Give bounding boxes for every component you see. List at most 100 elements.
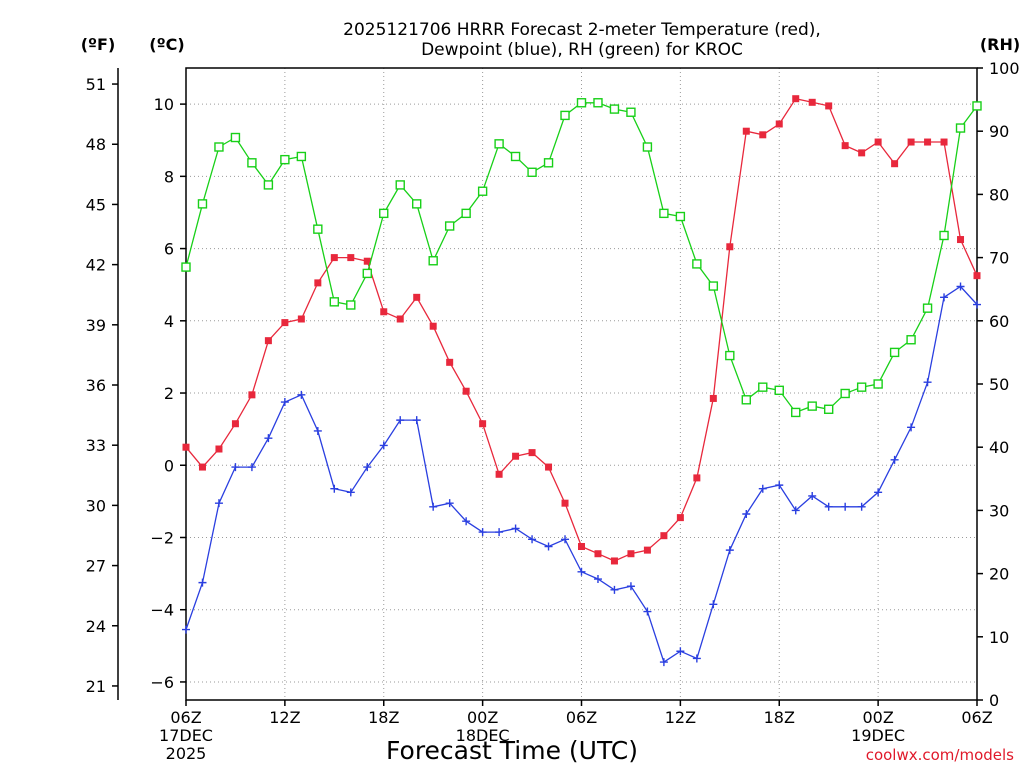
celsius-tick-label: −4 xyxy=(150,601,174,620)
fahrenheit-tick-label: 51 xyxy=(86,75,106,94)
temperature-point xyxy=(759,131,767,139)
rh-point xyxy=(313,224,323,234)
dewpoint-point xyxy=(857,502,866,511)
fahrenheit-tick-label: 27 xyxy=(86,557,106,576)
temperature-point xyxy=(314,279,322,287)
temperature-point xyxy=(742,127,750,135)
temperature-point xyxy=(792,95,800,103)
temperature-point xyxy=(281,319,289,327)
series-rh xyxy=(181,98,982,418)
fahrenheit-tick-label: 21 xyxy=(86,677,106,696)
rh-point xyxy=(362,268,372,279)
dewpoint-point xyxy=(742,510,751,519)
dewpoint-point xyxy=(544,542,553,551)
rh-point xyxy=(197,199,208,209)
temperature-point xyxy=(726,243,734,251)
temperature-point xyxy=(693,474,701,482)
dewpoint-point xyxy=(495,528,504,537)
dewpoint-point xyxy=(577,567,586,576)
rh-point xyxy=(807,401,817,411)
fahrenheit-tick-label: 30 xyxy=(86,496,106,515)
rh-tick-label: 10 xyxy=(989,628,1009,647)
x-tick-label: 00Z xyxy=(862,708,893,727)
dewpoint-point xyxy=(198,578,207,587)
x-date-label: 19DEC xyxy=(851,726,905,745)
rh-tick-label: 60 xyxy=(989,312,1009,331)
dewpoint-point xyxy=(346,488,355,497)
rh-point xyxy=(889,347,900,358)
dewpoint-point xyxy=(462,517,471,526)
temperature-point xyxy=(528,449,536,457)
dewpoint-point xyxy=(231,463,240,472)
temperature-point xyxy=(198,463,206,471)
celsius-unit-label: (ºC) xyxy=(149,35,184,54)
celsius-tick-label: −2 xyxy=(150,528,174,547)
dewpoint-point xyxy=(330,484,339,493)
temperature-point xyxy=(578,543,585,551)
celsius-tick-label: 6 xyxy=(164,240,174,259)
temperature-point xyxy=(248,391,256,399)
dewpoint-point xyxy=(923,378,932,387)
rh-line xyxy=(185,102,978,414)
x-tick-label: 18Z xyxy=(764,708,795,727)
dewpoint-point xyxy=(676,647,685,656)
rh-point xyxy=(741,395,751,405)
temperature-point xyxy=(627,550,635,558)
temperature-point xyxy=(330,254,338,262)
dewpoint-point xyxy=(973,300,981,309)
celsius-tick-label: 8 xyxy=(164,167,174,186)
temperature-point xyxy=(660,532,668,540)
temperature-point xyxy=(462,387,470,395)
dewpoint-point xyxy=(725,546,734,555)
series-dewpoint xyxy=(182,282,981,667)
temperature-point xyxy=(297,315,305,323)
temperature-point xyxy=(924,138,932,146)
rh-point xyxy=(576,98,587,108)
rh-point xyxy=(395,180,405,190)
celsius-tick-label: −6 xyxy=(150,673,174,692)
dewpoint-point xyxy=(247,463,256,472)
dewpoint-point xyxy=(692,654,701,663)
rh-point xyxy=(856,382,867,392)
rh-point xyxy=(263,180,274,190)
rh-point xyxy=(725,350,735,361)
rh-tick-label: 50 xyxy=(989,375,1009,394)
dewpoint-point xyxy=(626,582,635,591)
rh-point xyxy=(939,230,949,241)
dewpoint-point xyxy=(363,463,372,472)
temperature-point xyxy=(858,149,866,157)
temperature-point xyxy=(380,308,388,316)
temperature-point xyxy=(479,420,487,428)
dewpoint-point xyxy=(264,434,273,443)
x-date-label: 17DEC xyxy=(159,726,213,745)
rh-tick-label: 30 xyxy=(989,501,1009,520)
temperature-point xyxy=(643,546,651,554)
rh-tick-label: 20 xyxy=(989,565,1009,584)
dewpoint-point xyxy=(593,575,602,584)
dewpoint-point xyxy=(808,491,817,500)
temperature-point xyxy=(495,470,503,478)
x-date-label: 18DEC xyxy=(456,726,510,745)
rh-point xyxy=(494,139,504,149)
rh-point xyxy=(477,186,488,196)
rh-point xyxy=(972,101,982,111)
x-tick-label: 12Z xyxy=(269,708,300,727)
celsius-tick-label: 2 xyxy=(164,384,174,403)
rh-tick-label: 0 xyxy=(989,691,999,710)
temperature-point xyxy=(940,138,948,146)
dewpoint-point xyxy=(528,535,537,544)
rh-point xyxy=(642,142,653,152)
rh-point xyxy=(922,303,933,313)
dewpoint-point xyxy=(841,502,850,511)
series-temperature xyxy=(182,95,981,565)
temperature-point xyxy=(396,315,404,323)
dewpoint-point xyxy=(643,607,652,616)
dewpoint-point xyxy=(890,455,899,464)
temperature-point xyxy=(825,102,833,110)
dewpoint-line xyxy=(185,285,978,664)
dewpoint-point xyxy=(280,398,289,407)
fahrenheit-tick-label: 33 xyxy=(86,436,106,455)
dewpoint-point xyxy=(824,502,833,511)
temperature-point xyxy=(841,142,849,150)
